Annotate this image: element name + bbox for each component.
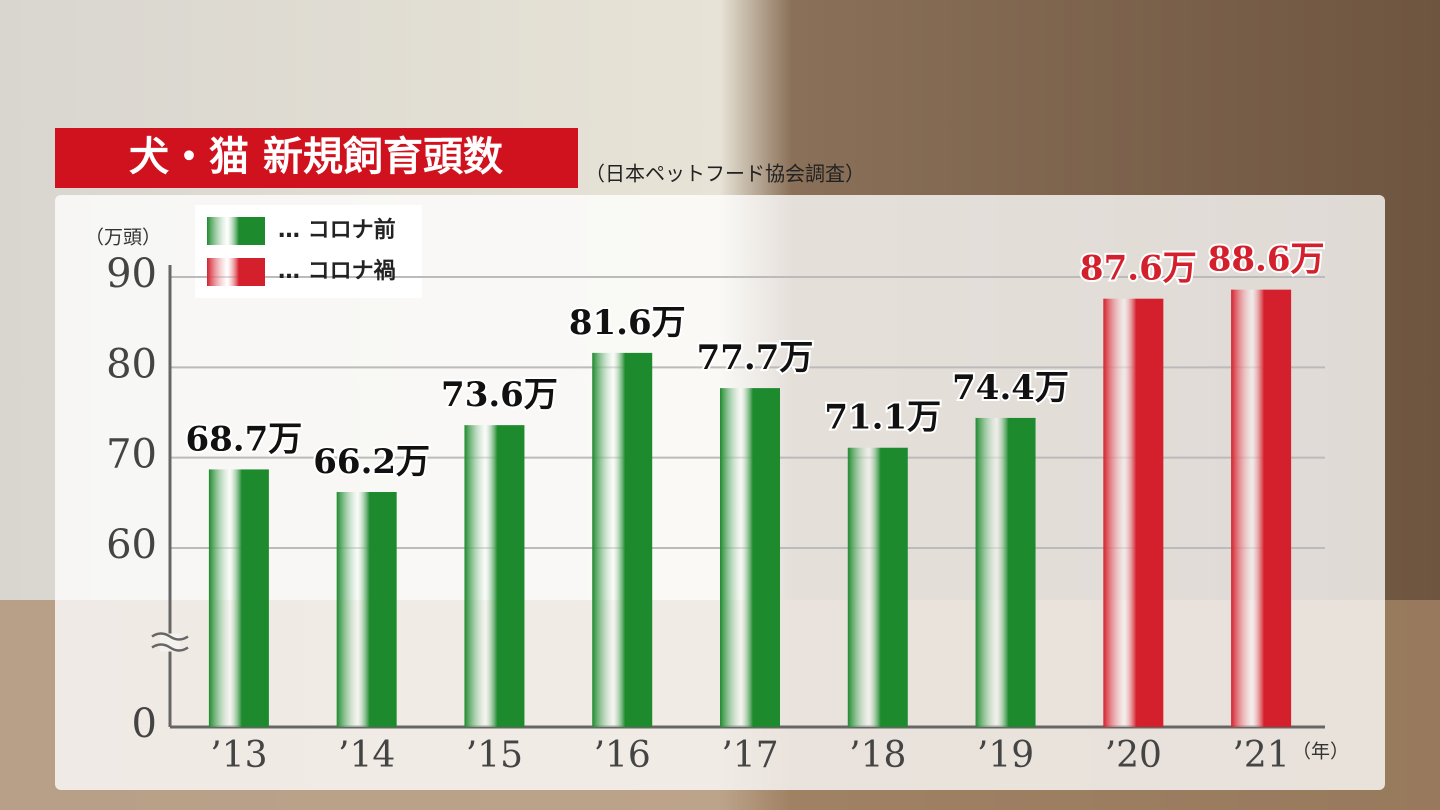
value-label: 74.4万 xyxy=(952,368,1069,408)
x-tick-label: ’14 xyxy=(338,735,395,776)
value-label: 81.6万 xyxy=(569,303,686,343)
bar xyxy=(1231,289,1292,727)
legend-swatch xyxy=(207,258,265,286)
x-tick-label: ’15 xyxy=(466,735,523,776)
x-tick-label: ’20 xyxy=(1105,735,1162,776)
bar xyxy=(1103,298,1164,727)
bar xyxy=(464,425,525,727)
bar xyxy=(847,447,908,727)
y-tick-label: 60 xyxy=(106,522,157,568)
x-tick-label: ’18 xyxy=(849,735,906,776)
title-box xyxy=(55,128,578,188)
y-tick-label: 90 xyxy=(106,251,157,297)
value-label: 66.2万 xyxy=(313,442,430,482)
value-label: 88.6万 xyxy=(1208,240,1325,280)
y-axis-label: （万頭） xyxy=(85,227,161,249)
chart-title: 犬・猫 新規飼育頭数 xyxy=(129,134,503,180)
bar xyxy=(975,417,1036,727)
x-axis-label: （年） xyxy=(1292,741,1349,763)
legend-label: … コロナ禍 xyxy=(278,259,396,284)
chart-subtitle: （日本ペットフード協会調査） xyxy=(585,162,865,186)
x-tick-label: ’19 xyxy=(977,735,1034,776)
y-tick-label: 80 xyxy=(106,341,157,387)
y-tick-label: 0 xyxy=(132,701,157,747)
value-label: 73.6万 xyxy=(441,375,558,415)
bar xyxy=(208,469,269,727)
value-label: 87.6万 xyxy=(1080,249,1197,289)
axis-break xyxy=(151,632,189,652)
bar xyxy=(336,491,397,727)
bar xyxy=(720,388,780,727)
x-tick-label: ’16 xyxy=(594,735,651,776)
y-tick-label: 70 xyxy=(106,432,157,478)
legend-swatch xyxy=(207,217,265,245)
value-label: 77.7万 xyxy=(697,338,814,378)
bar xyxy=(592,352,653,727)
value-label: 71.1万 xyxy=(824,398,941,438)
legend-label: … コロナ前 xyxy=(278,217,396,243)
x-tick-label: ’13 xyxy=(210,735,267,776)
x-tick-label: ’17 xyxy=(721,735,778,776)
x-tick-label: ’21 xyxy=(1232,735,1289,776)
value-label: 68.7万 xyxy=(185,419,302,459)
